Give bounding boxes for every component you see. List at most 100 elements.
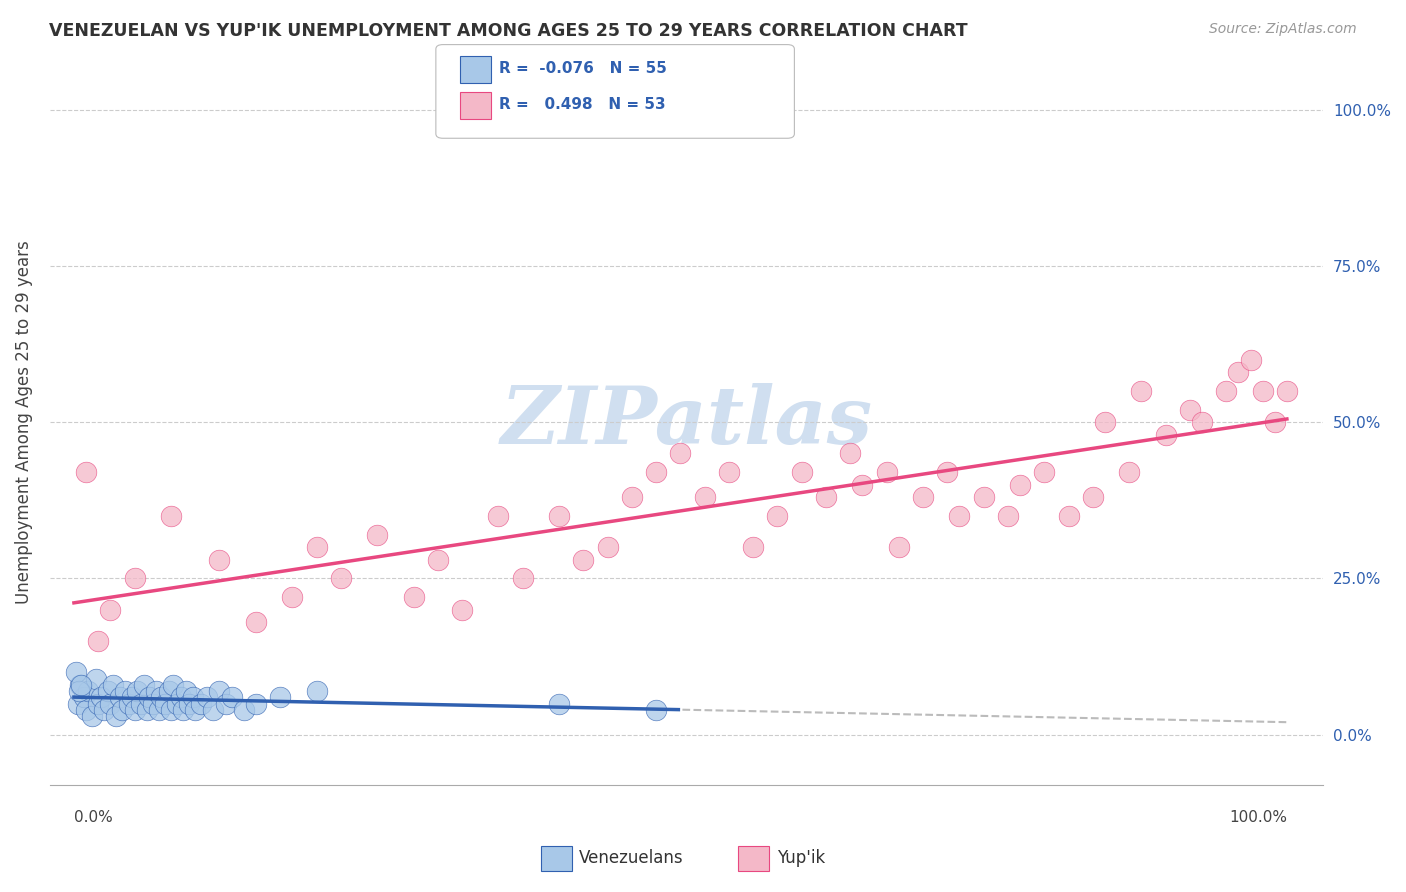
Point xyxy=(620,490,643,504)
Point xyxy=(329,572,352,586)
Point xyxy=(72,690,94,705)
Point xyxy=(65,665,87,680)
Point xyxy=(221,690,243,705)
Point xyxy=(114,684,136,698)
Point xyxy=(1118,465,1140,479)
Point xyxy=(402,591,425,605)
Point xyxy=(366,527,388,541)
Point xyxy=(839,446,862,460)
Point xyxy=(669,446,692,460)
Point xyxy=(184,703,207,717)
Point xyxy=(305,540,328,554)
Point xyxy=(82,709,104,723)
Point xyxy=(232,703,254,717)
Point xyxy=(1275,384,1298,398)
Point xyxy=(488,508,510,523)
Point xyxy=(179,697,201,711)
Point xyxy=(717,465,740,479)
Point xyxy=(1033,465,1056,479)
Point xyxy=(1227,365,1250,379)
Point xyxy=(1094,415,1116,429)
Point xyxy=(245,697,267,711)
Point xyxy=(596,540,619,554)
Point xyxy=(174,684,197,698)
Point xyxy=(1191,415,1213,429)
Point xyxy=(1178,402,1201,417)
Point xyxy=(70,678,93,692)
Point xyxy=(948,508,970,523)
Point xyxy=(125,684,148,698)
Point xyxy=(851,477,873,491)
Point xyxy=(742,540,765,554)
Point xyxy=(93,703,115,717)
Point xyxy=(111,703,134,717)
Point xyxy=(87,634,110,648)
Text: ZIPatlas: ZIPatlas xyxy=(501,384,873,461)
Point xyxy=(121,690,143,705)
Point xyxy=(142,697,165,711)
Point xyxy=(98,603,121,617)
Point xyxy=(98,697,121,711)
Point xyxy=(911,490,934,504)
Point xyxy=(214,697,236,711)
Point xyxy=(1081,490,1104,504)
Point xyxy=(973,490,995,504)
Point xyxy=(1154,427,1177,442)
Point xyxy=(66,697,89,711)
Point xyxy=(1130,384,1153,398)
Y-axis label: Unemployment Among Ages 25 to 29 years: Unemployment Among Ages 25 to 29 years xyxy=(15,240,32,604)
Point xyxy=(766,508,789,523)
Point xyxy=(876,465,898,479)
Point xyxy=(245,615,267,630)
Point xyxy=(693,490,716,504)
Point xyxy=(548,508,571,523)
Point xyxy=(135,703,157,717)
Point xyxy=(97,684,120,698)
Point xyxy=(145,684,167,698)
Point xyxy=(90,690,112,705)
Point xyxy=(150,690,173,705)
Point xyxy=(1008,477,1031,491)
Point xyxy=(160,703,183,717)
Text: Source: ZipAtlas.com: Source: ZipAtlas.com xyxy=(1209,22,1357,37)
Point xyxy=(790,465,813,479)
Point xyxy=(305,684,328,698)
Text: 100.0%: 100.0% xyxy=(1229,810,1286,825)
Point xyxy=(1239,352,1261,367)
Point xyxy=(129,697,152,711)
Point xyxy=(148,703,170,717)
Point xyxy=(162,678,184,692)
Point xyxy=(645,465,668,479)
Point xyxy=(134,678,156,692)
Text: 0.0%: 0.0% xyxy=(75,810,112,825)
Point xyxy=(87,697,110,711)
Text: R =  -0.076   N = 55: R = -0.076 N = 55 xyxy=(499,62,666,76)
Point xyxy=(69,678,91,692)
Point xyxy=(814,490,837,504)
Point xyxy=(101,678,124,692)
Point xyxy=(77,684,100,698)
Point xyxy=(160,508,183,523)
Text: VENEZUELAN VS YUP'IK UNEMPLOYMENT AMONG AGES 25 TO 29 YEARS CORRELATION CHART: VENEZUELAN VS YUP'IK UNEMPLOYMENT AMONG … xyxy=(49,22,967,40)
Text: R =   0.498   N = 53: R = 0.498 N = 53 xyxy=(499,97,666,112)
Point xyxy=(281,591,304,605)
Point xyxy=(208,684,231,698)
Point xyxy=(1215,384,1237,398)
Point xyxy=(108,690,131,705)
Point xyxy=(572,553,595,567)
Point xyxy=(202,703,225,717)
Point xyxy=(84,672,107,686)
Point xyxy=(67,684,90,698)
Point xyxy=(936,465,959,479)
Point xyxy=(166,697,188,711)
Point xyxy=(548,697,571,711)
Text: Yup'ik: Yup'ik xyxy=(778,849,825,867)
Point xyxy=(208,553,231,567)
Point xyxy=(124,572,146,586)
Point xyxy=(512,572,534,586)
Point xyxy=(997,508,1019,523)
Point xyxy=(75,703,97,717)
Point xyxy=(451,603,474,617)
Point xyxy=(75,465,97,479)
Text: Venezuelans: Venezuelans xyxy=(579,849,683,867)
